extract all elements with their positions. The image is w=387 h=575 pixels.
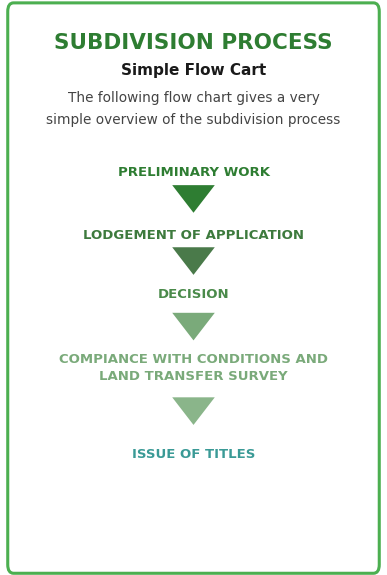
Text: SUBDIVISION PROCESS: SUBDIVISION PROCESS [54,33,333,53]
Text: ISSUE OF TITLES: ISSUE OF TITLES [132,448,255,461]
FancyBboxPatch shape [8,3,379,573]
Text: The following flow chart gives a very
simple overview of the subdivision process: The following flow chart gives a very si… [46,91,341,127]
Text: PRELIMINARY WORK: PRELIMINARY WORK [118,166,269,179]
Text: COMPIANCE WITH CONDITIONS AND
LAND TRANSFER SURVEY: COMPIANCE WITH CONDITIONS AND LAND TRANS… [59,353,328,383]
Text: LODGEMENT OF APPLICATION: LODGEMENT OF APPLICATION [83,229,304,242]
Text: Simple Flow Cart: Simple Flow Cart [121,63,266,78]
Polygon shape [172,397,215,425]
Polygon shape [172,185,215,213]
Polygon shape [172,313,215,340]
Polygon shape [172,247,215,275]
Text: DECISION: DECISION [158,288,229,301]
